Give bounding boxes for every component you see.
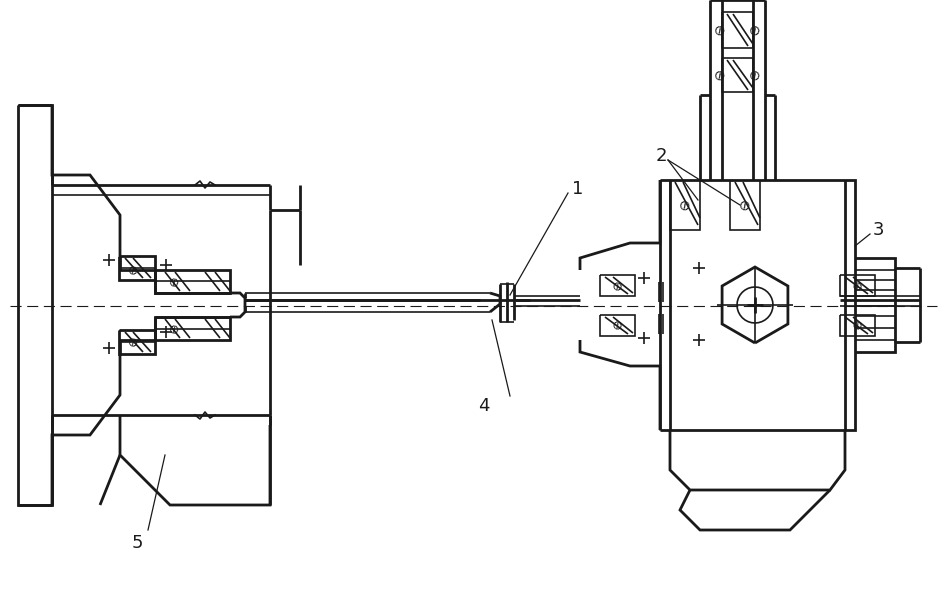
Text: ⊘: ⊘ [711,66,729,84]
Text: ⊘: ⊘ [746,21,764,39]
Text: ⊘: ⊘ [711,21,729,39]
Text: ⊘: ⊘ [168,321,183,337]
Text: ⊘: ⊘ [676,196,694,214]
Text: 2: 2 [656,147,668,165]
Text: 5: 5 [132,534,144,552]
Text: ⊘: ⊘ [168,274,183,290]
Text: ⊘: ⊘ [610,316,626,334]
Text: ⊘: ⊘ [610,278,626,294]
Text: 3: 3 [873,221,884,239]
Text: ⊘: ⊘ [126,334,142,350]
Text: ⊘: ⊘ [736,196,754,214]
Text: ⊘: ⊘ [850,316,866,334]
Text: 1: 1 [572,180,583,198]
Text: ⊘: ⊘ [126,262,142,278]
Text: ⊘: ⊘ [746,66,764,84]
Text: 4: 4 [478,397,490,415]
Text: ⊘: ⊘ [850,278,866,294]
